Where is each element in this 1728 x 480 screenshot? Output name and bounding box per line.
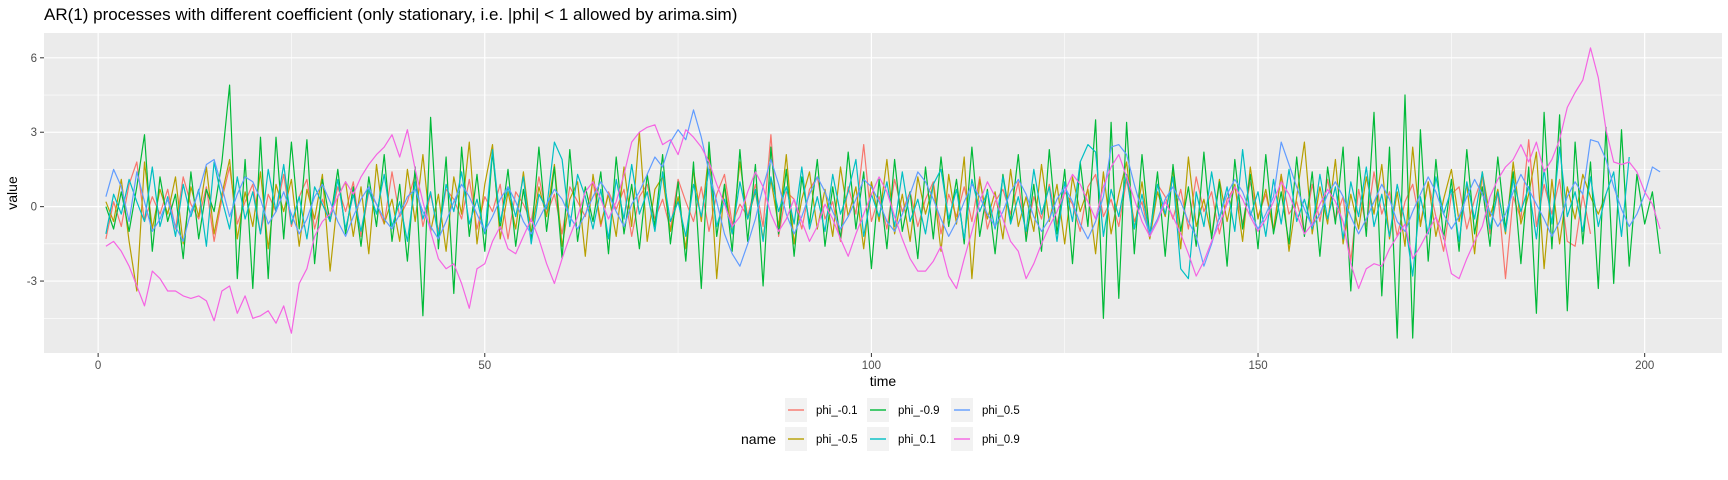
legend-label-3: phi_0.1 — [898, 434, 936, 446]
axes: 0 50 100 150 200 -3 0 3 6 — [27, 53, 1655, 372]
series-line-4 — [105, 109, 1661, 267]
series-line-5 — [105, 47, 1661, 334]
x-tick-label-2: 100 — [862, 360, 881, 372]
y-axis-title: value — [4, 176, 20, 210]
x-tick-label-0: 0 — [95, 360, 101, 372]
series-lines — [105, 47, 1661, 339]
legend-label-0: phi_-0.1 — [816, 405, 858, 417]
legend: name phi_-0.1 phi_-0.5 phi_-0.9 phi_0.1 phi_… — [741, 398, 1020, 451]
legend-label-5: phi_0.9 — [982, 434, 1020, 446]
legend-label-2: phi_-0.9 — [898, 405, 940, 417]
x-axis-title: time — [870, 373, 897, 389]
x-tick-label-4: 200 — [1635, 360, 1654, 372]
series-line-3 — [105, 141, 1630, 280]
chart-title: AR(1) processes with different coefficie… — [44, 5, 737, 24]
legend-title: name — [741, 431, 776, 447]
y-tick-label-1: 0 — [31, 202, 37, 214]
legend-label-1: phi_-0.5 — [816, 434, 858, 446]
x-tick-label-1: 50 — [478, 360, 491, 372]
y-tick-label-3: 6 — [31, 53, 37, 65]
y-tick-label-2: 3 — [31, 127, 37, 139]
series-line-1 — [105, 131, 1607, 292]
y-tick-label-0: -3 — [27, 276, 37, 288]
legend-label-4: phi_0.5 — [982, 405, 1020, 417]
x-tick-label-3: 150 — [1248, 360, 1267, 372]
